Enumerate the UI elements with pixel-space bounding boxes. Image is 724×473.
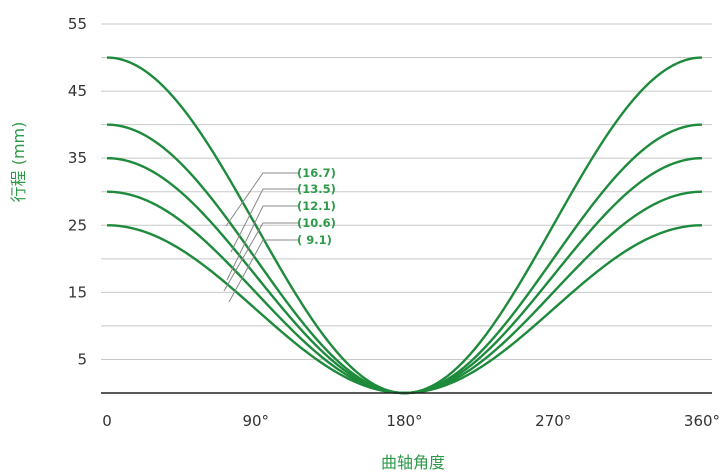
y-tick-label: 55 bbox=[68, 15, 87, 33]
annotation-label: (12.1) bbox=[297, 199, 336, 213]
x-tick-label: 90° bbox=[242, 412, 269, 430]
x-tick-label: 0 bbox=[102, 412, 112, 430]
horizontal-gridlines bbox=[101, 23, 712, 360]
y-tick-label: 15 bbox=[68, 283, 87, 301]
y-tick-labels: 5 15 25 35 45 55 bbox=[68, 15, 87, 368]
annotation-leader bbox=[230, 188, 298, 253]
x-tick-labels: 0 90° 180° 270° 360° bbox=[102, 412, 720, 430]
y-tick-label: 35 bbox=[68, 149, 87, 167]
stroke-curve-35 bbox=[106, 156, 703, 395]
x-tick-label: 360° bbox=[684, 412, 720, 430]
curve-annotations: (16.7) (13.5) (12.1) (10.6) ( 9.1) bbox=[223, 166, 336, 303]
annotation-leader bbox=[228, 239, 298, 303]
y-tick-label: 5 bbox=[77, 350, 87, 368]
y-tick-label: 25 bbox=[68, 216, 87, 234]
annotation-label: ( 9.1) bbox=[297, 233, 332, 247]
annotation-leader bbox=[226, 205, 298, 281]
annotation-leader bbox=[223, 222, 298, 292]
annotation-label: (13.5) bbox=[297, 182, 336, 196]
annotation-label: (10.6) bbox=[297, 216, 336, 230]
y-axis-title: 行程 (mm) bbox=[9, 122, 28, 203]
stroke-curve-25 bbox=[106, 224, 703, 395]
x-axis-title: 曲轴角度 bbox=[381, 453, 445, 472]
annotation-leader bbox=[225, 172, 298, 227]
y-tick-label: 45 bbox=[68, 82, 87, 100]
x-tick-label: 180° bbox=[386, 412, 422, 430]
annotation-label: (16.7) bbox=[297, 166, 336, 180]
x-tick-label: 270° bbox=[535, 412, 571, 430]
